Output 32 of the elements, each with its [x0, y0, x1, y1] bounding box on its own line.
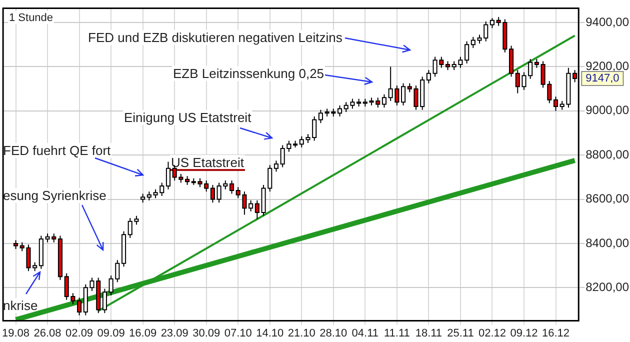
- x-tick-label: 30.09: [192, 327, 220, 340]
- x-tick-label: 19.08: [2, 327, 30, 340]
- x-tick-label: 16.12: [542, 327, 570, 340]
- x-tick-label: 04.11: [352, 327, 379, 340]
- y-tick-label: 8400,00: [586, 236, 630, 250]
- x-tick-label: 23.09: [160, 327, 188, 340]
- annotation: 1 Stunde: [9, 12, 54, 24]
- annotation: US Etatstreit: [171, 155, 244, 170]
- text: 9147,0: [586, 72, 620, 84]
- annotation: Einigung US Etatstreit: [124, 110, 252, 125]
- y-tick-label: 9400,00: [586, 14, 630, 29]
- x-tick-label: 09.12: [510, 327, 538, 340]
- annotation: EZB Leitzinssenkung 0,25: [173, 66, 324, 81]
- y-tick-label: 8800,00: [586, 147, 630, 162]
- x-tick-label: 02.12: [478, 327, 506, 340]
- y-tick-label: 9200,00: [586, 59, 630, 74]
- x-tick-label: 16.09: [129, 327, 157, 340]
- x-tick-label: 25.11: [447, 327, 474, 340]
- annotation: FED und EZB diskutieren negativen Leitzins: [88, 30, 343, 45]
- x-tick-label: 11.11: [384, 327, 410, 340]
- x-tick-label: 14.10: [256, 327, 284, 340]
- x-tick-label: 18.11: [415, 327, 442, 340]
- y-tick-label: 8200,00: [586, 280, 630, 294]
- y-tick-label: 9000,00: [586, 103, 630, 118]
- y-tick-label: 8600,00: [586, 192, 630, 206]
- x-tick-label: 28.10: [320, 327, 348, 340]
- x-tick-label: 26.08: [34, 327, 62, 340]
- x-tick-label: 07.10: [224, 327, 252, 340]
- x-tick-label: 02.09: [66, 327, 94, 340]
- x-tick-label: 09.09: [97, 327, 125, 340]
- x-tick-label: 21.10: [288, 327, 316, 340]
- annotation: FED fuehrt QE fort: [3, 143, 112, 158]
